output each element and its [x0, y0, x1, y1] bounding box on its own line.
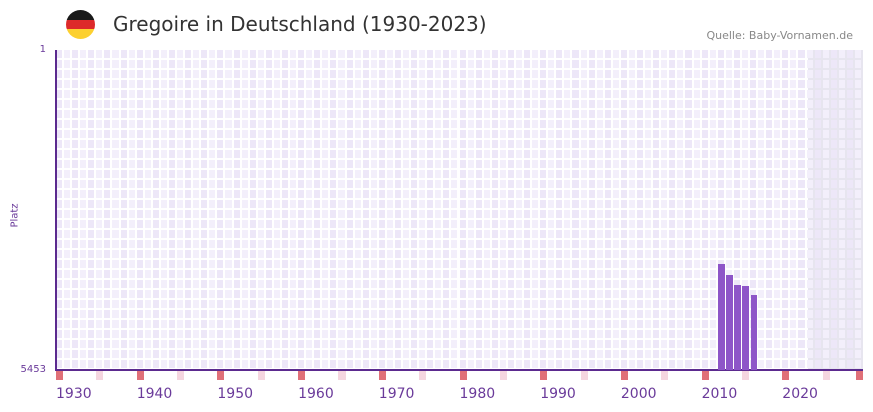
- year-marker-1985: [500, 371, 507, 380]
- year-marker-1945: [177, 371, 184, 380]
- x-tick-1990: 1990: [540, 386, 576, 402]
- x-tick-1950: 1950: [217, 386, 253, 402]
- year-marker-1955: [258, 371, 265, 380]
- bar-2014[interactable]: [734, 285, 741, 370]
- y-tick-bottom: 5453: [6, 364, 46, 375]
- y-tick-top: 1: [6, 44, 46, 55]
- x-tick-1940: 1940: [137, 386, 173, 402]
- bar-2013[interactable]: [726, 275, 733, 370]
- year-marker-1960: [298, 371, 305, 380]
- year-marker-1930: [56, 371, 63, 380]
- x-tick-2020: 2020: [782, 386, 818, 402]
- year-marker-1935: [96, 371, 103, 380]
- year-marker-1940: [137, 371, 144, 380]
- bar-2015[interactable]: [742, 286, 749, 370]
- x-tick-1960: 1960: [298, 386, 334, 402]
- y-axis-line: [55, 50, 57, 371]
- year-marker-2005: [661, 371, 668, 380]
- x-tick-1980: 1980: [460, 386, 496, 402]
- year-marker-1980: [460, 371, 467, 380]
- x-tick-1930: 1930: [56, 386, 92, 402]
- bar-2012[interactable]: [718, 264, 725, 370]
- year-marker-2000: [621, 371, 628, 380]
- x-tick-2000: 2000: [621, 386, 657, 402]
- year-marker-2030: [856, 371, 863, 380]
- bar-2016[interactable]: [751, 295, 758, 370]
- year-marker-1990: [540, 371, 547, 380]
- year-marker-1975: [419, 371, 426, 380]
- year-marker-1950: [217, 371, 224, 380]
- x-tick-1970: 1970: [379, 386, 415, 402]
- year-marker-2025: [823, 371, 830, 380]
- year-marker-1965: [338, 371, 345, 380]
- germany-flag-icon: [66, 10, 95, 39]
- year-marker-1995: [581, 371, 588, 380]
- y-axis-title: Platz: [10, 203, 21, 227]
- chart-title: Gregoire in Deutschland (1930-2023): [113, 12, 487, 36]
- year-marker-2010: [702, 371, 709, 380]
- x-tick-2010: 2010: [702, 386, 738, 402]
- source-label: Quelle: Baby-Vornamen.de: [706, 29, 853, 42]
- year-marker-1970: [379, 371, 386, 380]
- year-marker-2020: [782, 371, 789, 380]
- year-marker-2015: [742, 371, 749, 380]
